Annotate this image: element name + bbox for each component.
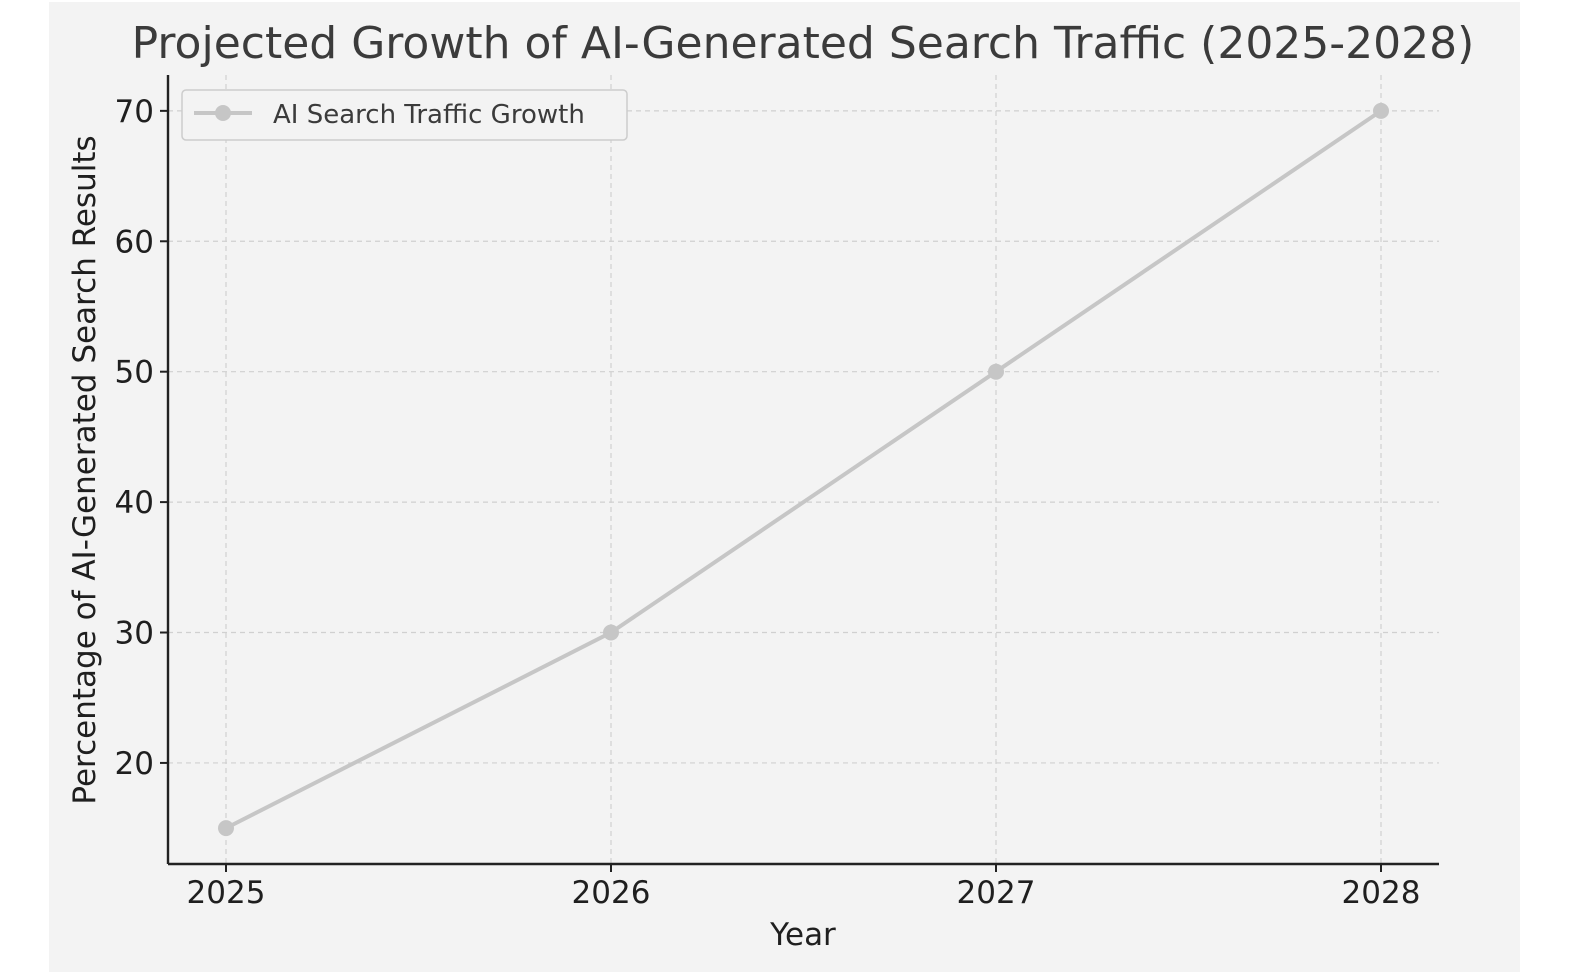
y-tick-label: 70 xyxy=(115,94,154,130)
y-tick-label: 20 xyxy=(115,746,154,782)
y-axis-label: Percentage of AI-Generated Search Result… xyxy=(67,135,103,804)
x-tick-label: 2026 xyxy=(572,875,651,911)
data-point-marker xyxy=(1373,102,1389,119)
x-axis-ticks: 2025 2026 2027 2028 xyxy=(187,864,1421,911)
x-tick-label: 2025 xyxy=(187,875,266,911)
y-tick-label: 60 xyxy=(115,224,154,260)
x-tick-label: 2027 xyxy=(957,875,1036,911)
y-tick-label: 40 xyxy=(115,485,154,521)
legend-label: AI Search Traffic Growth xyxy=(273,100,585,130)
chart-title: Projected Growth of AI-Generated Search … xyxy=(132,18,1475,69)
x-axis-label: Year xyxy=(769,917,836,953)
chart-figure: Projected Growth of AI-Generated Search … xyxy=(49,2,1520,972)
data-point-marker xyxy=(988,363,1004,380)
axes xyxy=(166,75,1439,866)
x-tick-label: 2028 xyxy=(1342,875,1421,911)
legend: AI Search Traffic Growth xyxy=(181,89,628,141)
legend-box xyxy=(181,89,628,141)
line-chart: Projected Growth of AI-Generated Search … xyxy=(67,18,1475,953)
legend-marker-swatch xyxy=(215,105,231,121)
data-point-marker xyxy=(218,820,234,837)
grid xyxy=(168,75,1439,864)
data-point-marker xyxy=(603,624,619,641)
series xyxy=(218,102,1389,837)
series-line xyxy=(224,108,1383,831)
y-tick-label: 30 xyxy=(115,616,154,652)
y-tick-label: 50 xyxy=(115,355,154,391)
y-axis-ticks: 20 30 40 50 60 70 xyxy=(115,94,168,782)
